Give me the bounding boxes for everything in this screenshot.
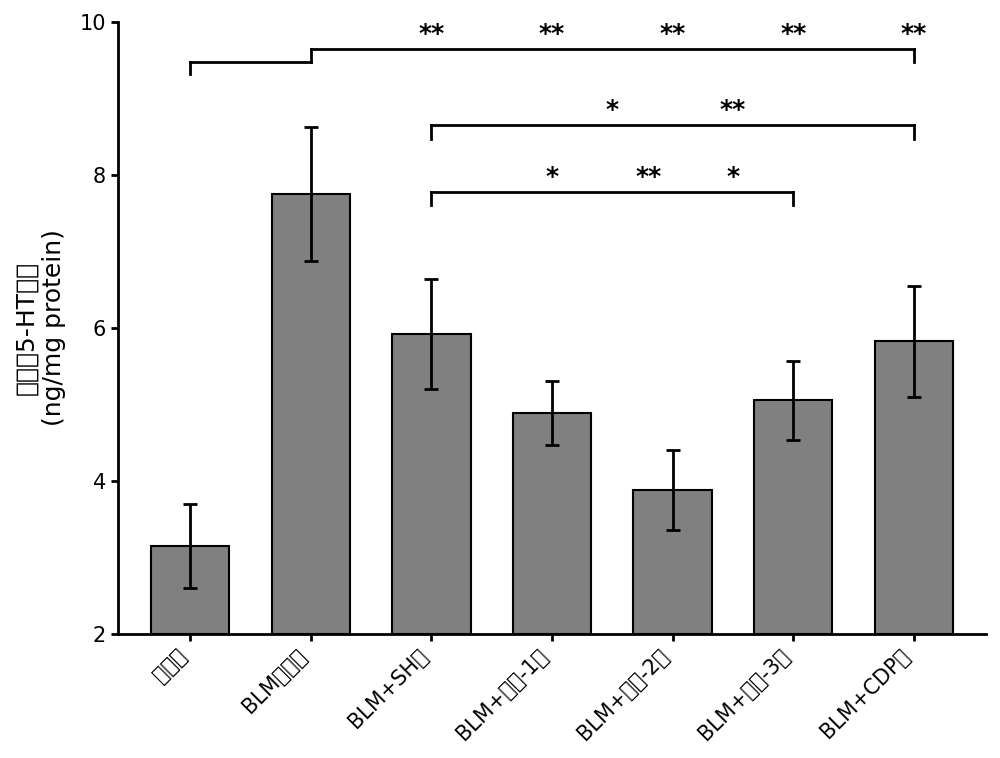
Bar bbox=[754, 400, 832, 634]
Bar bbox=[633, 490, 712, 634]
Y-axis label: 肺组睦5-HT含量
(ng/mg protein): 肺组睦5-HT含量 (ng/mg protein) bbox=[14, 229, 66, 426]
Bar bbox=[151, 546, 229, 634]
Text: **: ** bbox=[635, 164, 662, 189]
Bar bbox=[513, 413, 591, 634]
Text: **: ** bbox=[418, 21, 445, 45]
Text: *: * bbox=[726, 164, 739, 189]
Text: **: ** bbox=[780, 21, 806, 45]
Bar bbox=[875, 342, 953, 634]
Text: **: ** bbox=[720, 98, 746, 122]
Bar bbox=[272, 194, 350, 634]
Text: **: ** bbox=[659, 21, 686, 45]
Text: **: ** bbox=[539, 21, 565, 45]
Text: *: * bbox=[606, 98, 619, 122]
Bar bbox=[392, 334, 471, 634]
Text: **: ** bbox=[901, 21, 927, 45]
Text: *: * bbox=[545, 164, 559, 189]
